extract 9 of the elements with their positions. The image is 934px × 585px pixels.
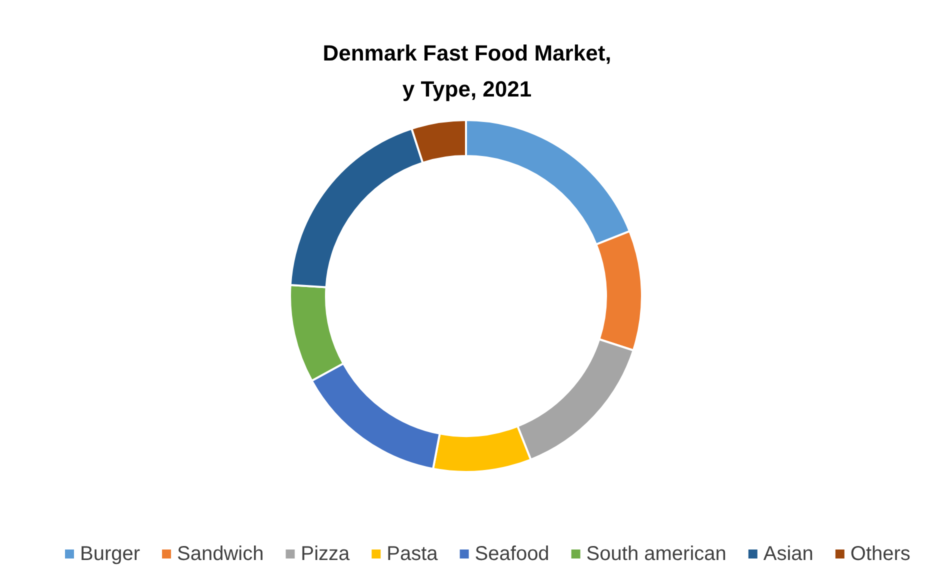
legend-label: South american xyxy=(586,543,726,565)
legend-label: Seafood xyxy=(474,543,550,565)
legend-label: Pasta xyxy=(386,543,439,565)
legend-label: Others xyxy=(850,543,910,565)
chart-title: Denmark Fast Food Market, y Type, 2021 xyxy=(322,40,612,102)
legend-label: Sandwich xyxy=(177,543,264,565)
legend-label: Asian xyxy=(763,543,814,565)
legend-label: Burger xyxy=(80,543,140,565)
legend-label: Pizza xyxy=(300,543,351,565)
